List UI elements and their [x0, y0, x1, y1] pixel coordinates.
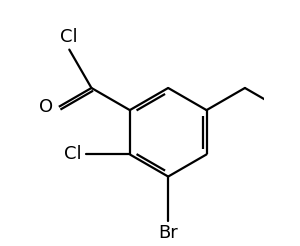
Text: O: O — [39, 98, 53, 116]
Text: Br: Br — [158, 224, 178, 242]
Text: Cl: Cl — [61, 28, 78, 46]
Text: Cl: Cl — [64, 145, 82, 163]
